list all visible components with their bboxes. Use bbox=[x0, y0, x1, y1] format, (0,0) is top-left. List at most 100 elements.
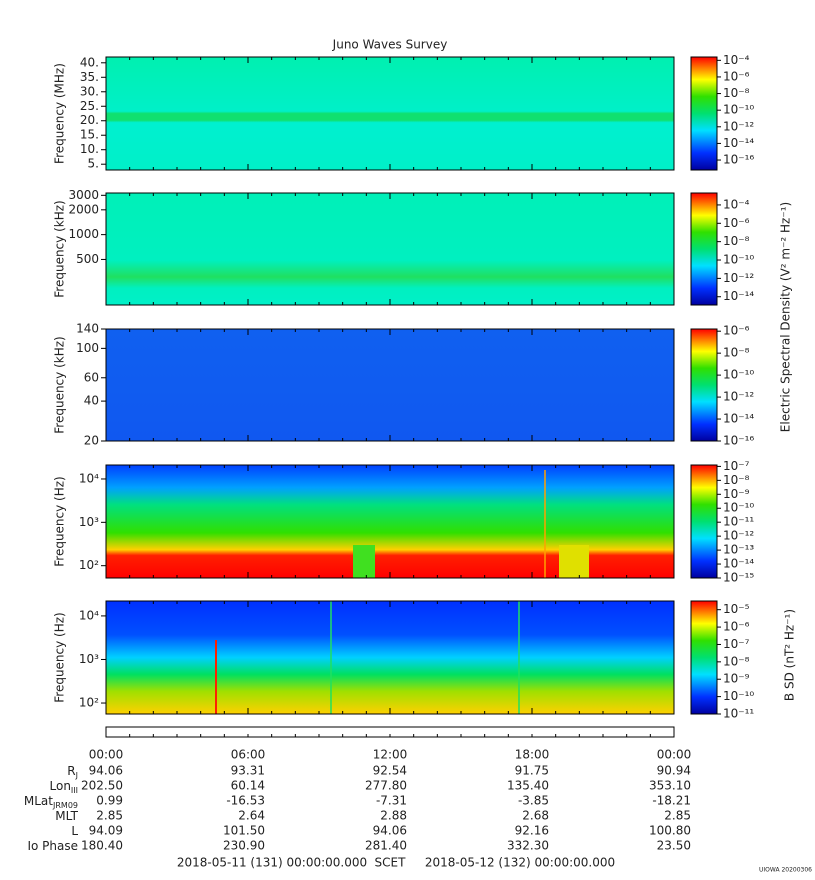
x-tick-label: 00:00 bbox=[89, 748, 124, 762]
ephemeris-value: 93.31 bbox=[231, 764, 265, 778]
ephemeris-value: 202.50 bbox=[81, 779, 123, 793]
ephemeris-value: 332.30 bbox=[507, 839, 549, 853]
y-tick-label: 15. bbox=[80, 128, 99, 142]
ephemeris-value: 2.85 bbox=[96, 809, 123, 823]
colorbar-tick-label: 10⁻¹² bbox=[723, 271, 754, 285]
colorbar-tick-label: 10⁻⁹ bbox=[723, 487, 750, 501]
ephemeris-label: MLatJRM09 bbox=[24, 794, 78, 810]
colorbar-tick-label: 10⁻¹⁴ bbox=[723, 412, 754, 426]
colorbar-tick-label: 10⁻⁴ bbox=[723, 197, 750, 211]
ephemeris-value: 353.10 bbox=[649, 779, 691, 793]
colorbar-tick-label: 10⁻¹⁶ bbox=[723, 153, 754, 167]
ephemeris-label-sub: JRM09 bbox=[52, 801, 78, 810]
y-tick-label: 20. bbox=[80, 113, 99, 127]
y-tick-label: 10² bbox=[79, 558, 99, 572]
y-tick-label: 500 bbox=[76, 252, 99, 266]
spectrogram bbox=[106, 193, 674, 305]
ephemeris-value: 101.50 bbox=[223, 824, 265, 838]
ephemeris-value: 2.68 bbox=[522, 809, 549, 823]
ephemeris-label: LonIII bbox=[50, 779, 79, 795]
footer-start: 2018-05-11 (131) 00:00:00.000 bbox=[177, 856, 367, 870]
colorbar-tick-label: 10⁻⁷ bbox=[723, 637, 750, 651]
y-tick-label: 10² bbox=[79, 696, 99, 710]
colorbar bbox=[690, 56, 718, 171]
colorbar-tick-label: 10⁻¹¹ bbox=[723, 515, 754, 529]
colorbar-tick-label: 10⁻¹⁵ bbox=[723, 571, 754, 585]
colorbar-tick-label: 10⁻¹² bbox=[723, 390, 754, 404]
ephemeris-value: 180.40 bbox=[81, 839, 123, 853]
ephemeris-value: 92.16 bbox=[515, 824, 549, 838]
ephemeris-value: 135.40 bbox=[507, 779, 549, 793]
y-tick-label: 10. bbox=[80, 142, 99, 156]
ephemeris-value: 100.80 bbox=[649, 824, 691, 838]
colorbar-tick-label: 10⁻⁹ bbox=[723, 672, 750, 686]
x-tick-label: 18:00 bbox=[515, 748, 550, 762]
y-tick-label: 20 bbox=[84, 434, 99, 448]
colorbar-tick-label: 10⁻¹¹ bbox=[723, 707, 754, 721]
ephemeris-label-text: MLat bbox=[24, 794, 53, 808]
footer-scet: SCET bbox=[375, 856, 407, 870]
ephemeris-value: 2.85 bbox=[664, 809, 691, 823]
ephemeris-value: 94.06 bbox=[373, 824, 407, 838]
colorbar-tick-label: 10⁻¹⁴ bbox=[723, 136, 754, 150]
ephemeris-label-text: MLT bbox=[55, 809, 78, 823]
y-axis-label: Frequency (Hz) bbox=[53, 476, 67, 567]
colorbar-label: Electric Spectral Density (V² m⁻² Hz⁻¹) bbox=[779, 202, 793, 432]
ephemeris-label-sub: III bbox=[71, 786, 78, 795]
y-tick-label: 35. bbox=[80, 70, 99, 84]
colorbar-tick-label: 10⁻¹³ bbox=[723, 543, 754, 557]
colorbar-tick-label: 10⁻⁶ bbox=[723, 69, 750, 83]
colorbar-tick-label: 10⁻¹⁶ bbox=[723, 434, 754, 448]
colorbar bbox=[690, 192, 718, 306]
y-tick-label: 5. bbox=[88, 157, 99, 171]
colorbar-tick-label: 10⁻⁴ bbox=[723, 53, 750, 67]
colorbar bbox=[690, 328, 718, 442]
x-tick-label: 06:00 bbox=[231, 748, 266, 762]
colorbar-tick-label: 10⁻¹⁰ bbox=[723, 689, 754, 703]
colorbar-tick-label: 10⁻⁸ bbox=[723, 346, 750, 360]
chart-title: Juno Waves Survey bbox=[332, 38, 448, 52]
ephemeris-label: Io Phase bbox=[27, 839, 78, 853]
colorbar-tick-label: 10⁻⁶ bbox=[723, 324, 750, 338]
ephemeris-value: 23.50 bbox=[657, 839, 691, 853]
ephemeris-label-text: L bbox=[71, 824, 78, 838]
colorbar-tick-label: 10⁻¹⁰ bbox=[723, 103, 754, 117]
ephemeris-value: 90.94 bbox=[657, 764, 691, 778]
colorbar-tick-label: 10⁻¹² bbox=[723, 529, 754, 543]
colorbar-tick-label: 10⁻⁸ bbox=[723, 86, 750, 100]
ephemeris-value: 0.99 bbox=[96, 794, 123, 808]
y-tick-label: 30. bbox=[80, 84, 99, 98]
ephemeris-label-text: R bbox=[67, 764, 75, 778]
colorbar-tick-label: 10⁻⁸ bbox=[723, 234, 750, 248]
y-tick-label: 10⁴ bbox=[79, 471, 99, 485]
y-tick-label: 10⁴ bbox=[79, 608, 99, 622]
footer-end: 2018-05-12 (132) 00:00:00.000 bbox=[425, 856, 615, 870]
spectrogram bbox=[106, 601, 674, 714]
y-tick-label: 40. bbox=[80, 55, 99, 69]
colorbar-tick-label: 10⁻¹⁰ bbox=[723, 368, 754, 382]
colorbar-tick-label: 10⁻⁸ bbox=[723, 473, 750, 487]
colorbar-tick-label: 10⁻⁷ bbox=[723, 459, 750, 473]
colorbar-tick-label: 10⁻¹⁰ bbox=[723, 253, 754, 267]
colorbar bbox=[690, 464, 718, 579]
y-tick-label: 1000 bbox=[68, 227, 99, 241]
y-tick-label: 10³ bbox=[79, 652, 99, 666]
spectrogram bbox=[106, 329, 674, 441]
y-axis-label: Frequency (kHz) bbox=[53, 336, 67, 433]
y-axis-label: Frequency (kHz) bbox=[53, 200, 67, 297]
colorbar-tick-label: 10⁻¹⁴ bbox=[723, 289, 754, 303]
ephemeris-value: 92.54 bbox=[373, 764, 407, 778]
y-tick-label: 140 bbox=[76, 322, 99, 336]
colorbar-tick-label: 10⁻⁶ bbox=[723, 620, 750, 634]
y-tick-label: 60 bbox=[84, 370, 99, 384]
spectrogram bbox=[106, 57, 674, 170]
ephemeris-value: 60.14 bbox=[231, 779, 265, 793]
colorbar-tick-label: 10⁻⁸ bbox=[723, 654, 750, 668]
ephemeris-value: -7.31 bbox=[376, 794, 407, 808]
ephemeris-value: 94.09 bbox=[89, 824, 123, 838]
y-tick-label: 100 bbox=[76, 341, 99, 355]
spectrogram-feature bbox=[353, 545, 375, 578]
ephemeris-label: RJ bbox=[67, 764, 78, 780]
ephemeris-value: 281.40 bbox=[365, 839, 407, 853]
ephemeris-value: -16.53 bbox=[226, 794, 265, 808]
